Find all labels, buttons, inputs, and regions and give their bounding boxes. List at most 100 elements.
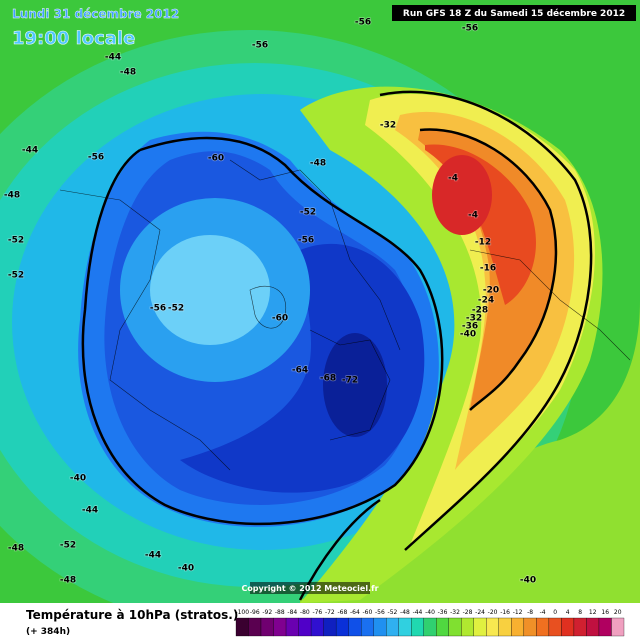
legend-swatch — [398, 617, 412, 637]
legend-label: -36 — [438, 609, 448, 616]
contour-label: -48 — [8, 544, 24, 554]
contour-label: -32 — [380, 121, 396, 131]
legend-label: -52 — [388, 609, 398, 616]
run-label: Run GFS 18 Z du Samedi 15 décembre 2012 — [403, 8, 625, 19]
contour-label: -56 — [462, 24, 478, 34]
legend-swatch — [561, 617, 575, 637]
isotherm — [379, 90, 593, 551]
legend-swatch — [423, 617, 437, 637]
legend-swatch — [586, 617, 600, 637]
color-legend: -100 -96 -92 -88 -84 -80 -76 -72 -68 -64 -60 -56 -52… — [235, 609, 625, 637]
contour-label: -56 — [150, 304, 166, 314]
copyright: Copyright © 2012 Meteociel.fr — [241, 584, 378, 593]
legend-swatch — [310, 617, 324, 637]
legend-label: -8 — [527, 609, 533, 616]
coastline — [309, 329, 391, 441]
legend-label: 4 — [566, 609, 570, 616]
legend-swatch — [498, 617, 512, 637]
contour-label: -72 — [342, 376, 358, 386]
legend-label: -32 — [450, 609, 460, 616]
contour-label: -60 — [208, 154, 224, 164]
contour-label: -52 — [168, 304, 184, 314]
legend-swatch — [436, 617, 449, 637]
legend-label: -76 — [312, 609, 322, 616]
legend-swatch — [611, 617, 625, 637]
legend-label: -88 — [275, 609, 285, 616]
contour-label: -48 — [60, 576, 76, 586]
legend-swatch — [285, 617, 299, 637]
contour-label: -28 — [472, 306, 488, 316]
isotherm — [81, 136, 444, 526]
legend-swatch — [248, 617, 262, 637]
coastline — [229, 159, 401, 351]
legend-label: -100 — [235, 609, 249, 616]
legend-label: -44 — [413, 609, 423, 616]
legend-swatch — [511, 617, 525, 637]
contour-label: -68 — [320, 374, 336, 384]
legend-label: 0 — [553, 609, 557, 616]
legend-label: 12 — [589, 609, 597, 616]
contour-label: -44 — [145, 551, 161, 561]
contour-label: -52 — [8, 271, 24, 281]
legend-label: 20 — [614, 609, 622, 616]
warm-band — [300, 300, 640, 603]
contour-label: -40 — [520, 576, 536, 586]
legend-swatch — [536, 617, 550, 637]
contour-label: -44 — [82, 506, 98, 516]
legend-label: -56 — [375, 609, 385, 616]
legend-label: -64 — [350, 609, 360, 616]
contour-label: -32 — [466, 314, 482, 324]
contour-label: -56 — [298, 236, 314, 246]
legend-swatch — [386, 617, 399, 637]
legend-label: -28 — [463, 609, 473, 616]
contour-label: -20 — [483, 286, 499, 296]
contour-label: -12 — [475, 238, 491, 248]
contour-label: -44 — [105, 53, 121, 63]
contour-label: -16 — [480, 264, 496, 274]
legend-swatch — [448, 617, 462, 637]
legend-swatch — [486, 617, 499, 637]
time-label: 19:00 locale — [12, 28, 135, 49]
legend-swatch — [273, 617, 287, 637]
legend-label: 16 — [601, 609, 609, 616]
legend-label: -20 — [488, 609, 498, 616]
legend-swatch — [523, 617, 537, 637]
contour-label: -44 — [22, 146, 38, 156]
warm-core — [425, 144, 536, 305]
legend-label: -60 — [363, 609, 373, 616]
legend-label: -72 — [325, 609, 335, 616]
contour-label: -56 — [252, 41, 268, 51]
isotherm — [419, 128, 558, 411]
legend-swatch — [373, 617, 387, 637]
legend-label: -68 — [337, 609, 347, 616]
footer-title: Température à 10hPa (stratos.) — [26, 608, 238, 622]
legend-label: -96 — [250, 609, 260, 616]
date-label: Lundi 31 décembre 2012 — [12, 7, 179, 21]
legend-swatch — [323, 617, 337, 637]
coastline — [469, 249, 631, 361]
legend-swatch — [361, 617, 374, 637]
contour-label: -4 — [448, 174, 458, 184]
contour-label: -48 — [4, 191, 20, 201]
warm-core — [432, 155, 492, 235]
legend-swatch — [461, 617, 474, 637]
contour-labels: -56-56-56-44-48-44-48-56 -60 -48-52-56-52-… — [3, 17, 537, 587]
contour-label: -40 — [460, 330, 476, 340]
contour-label: -56 — [88, 153, 104, 163]
legend-label: -16 — [500, 609, 510, 616]
legend-label: -40 — [425, 609, 435, 616]
contour-label: -64 — [292, 366, 308, 376]
legend-label: -80 — [300, 609, 310, 616]
legend-label: -92 — [262, 609, 272, 616]
legend-swatch — [260, 617, 274, 637]
contour-label: -52 — [8, 236, 24, 246]
legend-swatch — [548, 617, 562, 637]
contour-label: -40 — [178, 564, 194, 574]
contour-label: -60 — [272, 314, 288, 324]
legend-label: -84 — [287, 609, 297, 616]
legend-swatch — [348, 617, 362, 637]
contour-label: -4 — [468, 211, 478, 221]
